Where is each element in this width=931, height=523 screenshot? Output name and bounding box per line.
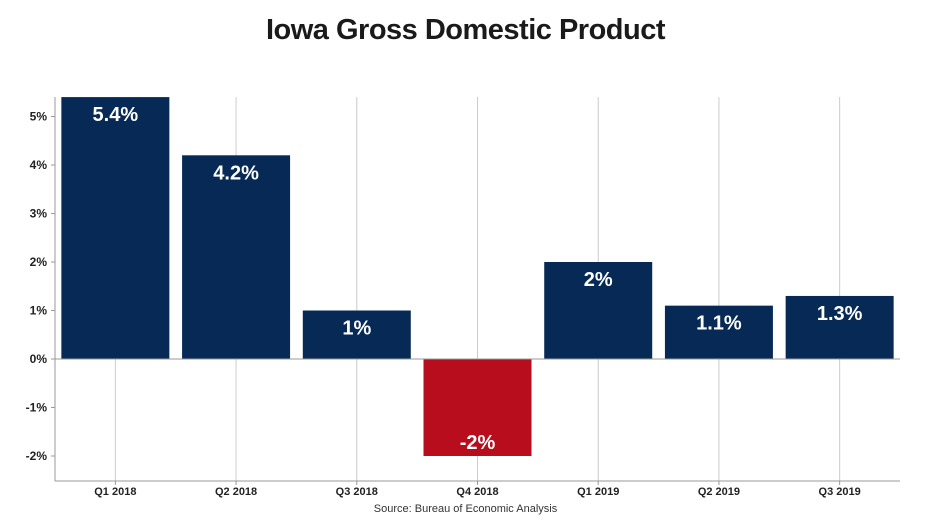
x-tick-label: Q3 2019 [819,486,861,498]
data-label: -2% [460,432,496,454]
data-label: 1.1% [696,313,742,335]
bar-q3-2018 [302,310,411,359]
data-label: 2% [584,269,613,291]
data-label: 1% [342,318,371,340]
x-tick-label: Q1 2018 [94,486,136,498]
chart-title: Iowa Gross Domestic Product [265,14,666,46]
data-label: 1.3% [817,303,863,325]
bar-q2-2018 [182,155,291,359]
y-tick-label: 5% [30,110,48,124]
source-note: Source: Bureau of Economic Analysis [373,503,558,515]
bar-q1-2019 [544,262,653,359]
x-tick-label: Q4 2018 [456,486,498,498]
x-tick-label: Q2 2019 [698,486,740,498]
x-tick-label: Q3 2018 [336,486,378,498]
bar-q4-2018 [423,359,532,456]
bar-q2-2019 [664,305,773,359]
y-tick-label: 2% [30,255,48,269]
bar-q1-2018 [61,97,170,359]
y-tick-label: -2% [26,449,48,463]
y-tick-label: 0% [30,352,48,366]
x-tick-label: Q2 2018 [215,486,257,498]
y-tick-label: 1% [30,304,48,318]
y-tick-label: 4% [30,158,48,172]
y-tick-label: 3% [30,207,48,221]
x-tick-label: Q1 2019 [577,486,619,498]
data-label: 4.2% [213,162,259,184]
data-label: 5.4% [93,104,139,126]
bar-q3-2019 [785,295,894,359]
y-tick-label: -1% [26,401,48,415]
